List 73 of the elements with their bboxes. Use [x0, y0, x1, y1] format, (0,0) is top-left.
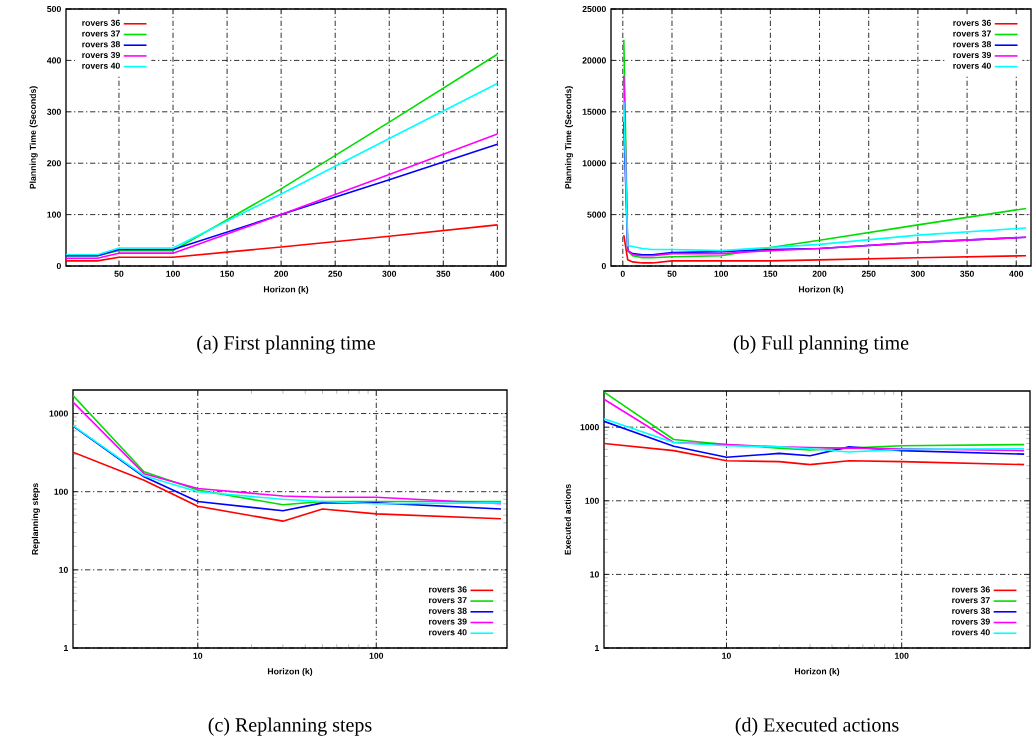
- y-tick-label: 15000: [582, 108, 606, 115]
- x-axis-title: Horizon (k): [794, 668, 840, 677]
- legend-label: rovers 36: [82, 19, 120, 26]
- x-axis-title: Horizon (k): [798, 286, 844, 295]
- y-axis-title: Replanning steps: [31, 483, 40, 555]
- x-tick-label: 300: [382, 270, 397, 277]
- legend-label: rovers 39: [82, 51, 120, 59]
- x-tick-label: 100: [369, 652, 384, 659]
- legend-label: rovers 37: [953, 30, 991, 37]
- y-tick-label: 1000: [49, 410, 68, 417]
- legend-label: rovers 37: [952, 597, 990, 604]
- x-tick-label: 400: [490, 270, 505, 277]
- legend-label: rovers 38: [82, 41, 121, 48]
- x-tick-label: 10: [193, 652, 203, 659]
- y-tick-label: 500: [47, 5, 61, 13]
- legend-label: rovers 39: [953, 51, 991, 59]
- x-tick-label: 400: [1009, 270, 1024, 277]
- y-tick-label: 300: [47, 108, 61, 115]
- legend-label: rovers 39: [429, 618, 467, 625]
- x-tick-label: 200: [812, 270, 827, 277]
- y-tick-label: 1: [595, 645, 600, 651]
- y-tick-label: 1000: [580, 424, 599, 431]
- text: (c) Replanning steps: [208, 717, 372, 736]
- x-tick-label: 150: [220, 270, 234, 277]
- x-tick-label: 250: [861, 270, 876, 277]
- y-tick-label: 400: [46, 57, 61, 64]
- legend-label: rovers 37: [82, 30, 120, 37]
- y-tick-label: 20000: [582, 57, 606, 64]
- text: (d) Executed actions: [735, 717, 899, 736]
- y-axis-title: Planning Time (Seconds): [564, 86, 574, 189]
- x-tick-label: 150: [763, 270, 778, 277]
- x-tick-label: 200: [274, 270, 288, 277]
- text: (b) Full planning time: [733, 335, 909, 354]
- y-tick-label: 0: [601, 262, 606, 270]
- legend-label: rovers 39: [952, 618, 990, 625]
- x-axis-title: Horizon (k): [267, 668, 313, 677]
- y-tick-label: 10: [59, 566, 68, 573]
- legend-label: rovers 38: [429, 607, 467, 614]
- y-axis-title: Executed actions: [564, 484, 571, 555]
- y-tick-label: 10000: [582, 160, 606, 167]
- y-tick-label: 100: [47, 211, 61, 218]
- x-tick-label: 100: [714, 270, 729, 277]
- y-tick-label: 100: [54, 488, 68, 495]
- legend-label: rovers 37: [429, 597, 467, 604]
- legend-label: rovers 40: [82, 62, 120, 69]
- x-tick-label: 350: [960, 270, 974, 277]
- legend-label: rovers 40: [429, 629, 467, 636]
- x-tick-label: 10: [722, 652, 731, 659]
- legend-label: rovers 36: [953, 19, 991, 26]
- y-axis-title: Planning Time (Seconds): [29, 86, 38, 189]
- x-tick-label: 50: [114, 270, 124, 277]
- y-tick-label: 10: [590, 571, 599, 578]
- x-tick-label: 0: [620, 270, 625, 277]
- x-tick-label: 100: [895, 652, 909, 659]
- y-tick-label: 5000: [587, 211, 606, 218]
- y-tick-label: 0: [56, 262, 61, 270]
- x-tick-label: 350: [436, 270, 451, 277]
- legend-label: rovers 38: [953, 41, 992, 48]
- x-axis-title: Horizon (k): [263, 286, 309, 295]
- x-tick-label: 250: [328, 270, 343, 277]
- y-tick-label: 25000: [582, 5, 606, 13]
- y-tick-label: 1: [64, 645, 69, 651]
- y-tick-label: 200: [47, 160, 61, 167]
- x-tick-label: 50: [667, 270, 677, 277]
- x-tick-label: 300: [910, 270, 925, 277]
- legend-label: rovers 36: [952, 586, 990, 593]
- y-tick-label: 100: [585, 497, 599, 504]
- x-tick-label: 100: [166, 270, 180, 277]
- legend-label: rovers 38: [952, 607, 990, 614]
- legend-label: rovers 40: [953, 62, 991, 69]
- legend-label: rovers 40: [952, 629, 990, 636]
- text: (a) First planning time: [197, 335, 376, 354]
- legend-label: rovers 36: [429, 586, 467, 593]
